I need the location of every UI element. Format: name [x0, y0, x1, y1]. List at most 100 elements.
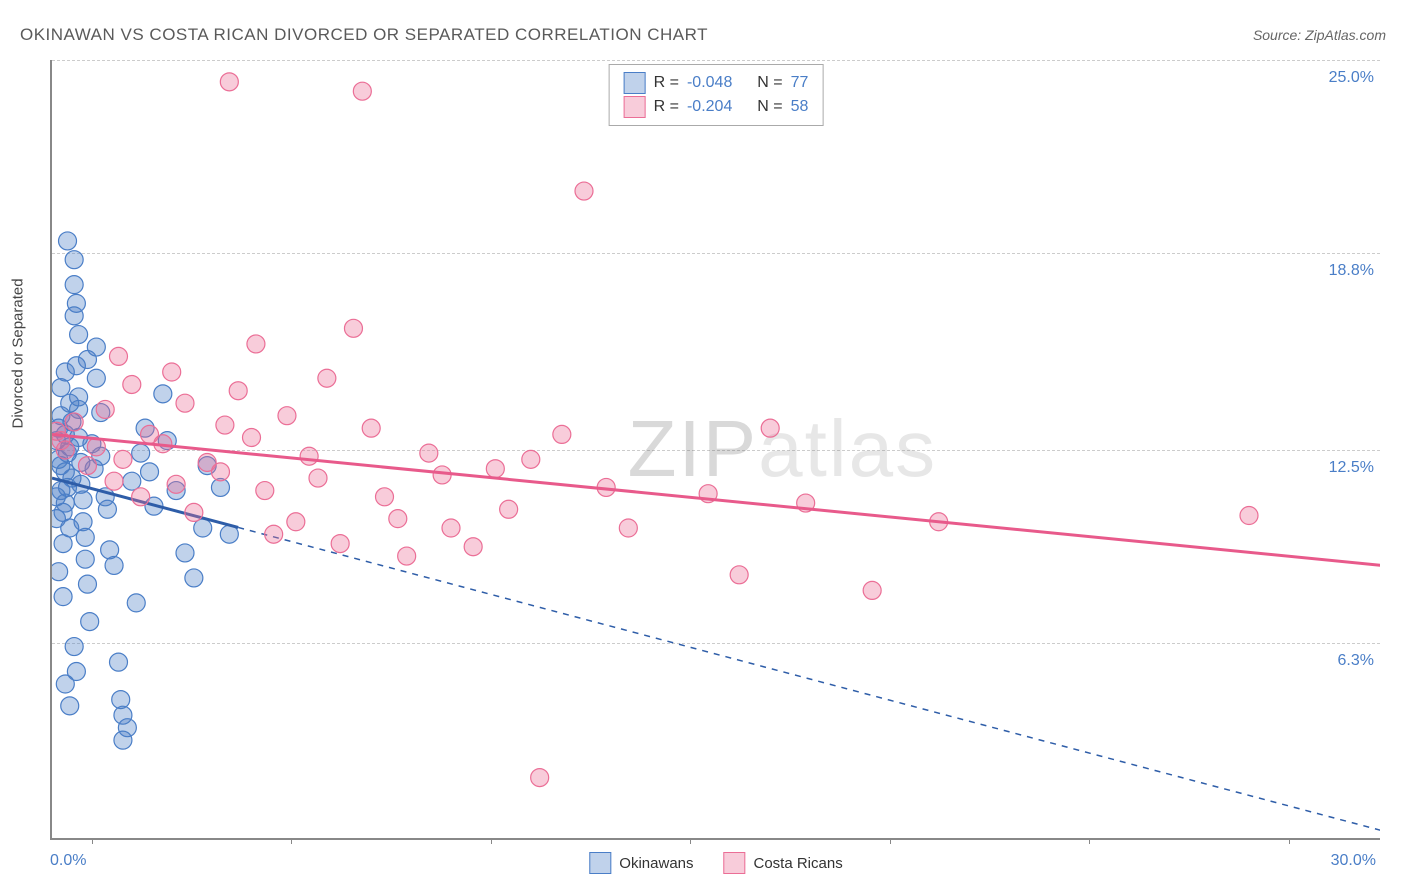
legend-label-costaricans: Costa Ricans: [754, 855, 843, 872]
n-value-okinawan: 77: [791, 71, 809, 95]
x-tick-mark: [1289, 838, 1290, 844]
x-tick-mark: [291, 838, 292, 844]
data-point: [398, 547, 416, 565]
x-tick-mark: [890, 838, 891, 844]
data-point: [247, 335, 265, 353]
data-point: [362, 419, 380, 437]
data-point: [141, 463, 159, 481]
legend-stats-box: R = -0.048 N = 77 R = -0.204 N = 58: [609, 64, 824, 126]
data-point: [78, 575, 96, 593]
data-point: [486, 460, 504, 478]
data-point: [96, 400, 114, 418]
data-point: [167, 475, 185, 493]
data-point: [132, 444, 150, 462]
r-label: R =: [654, 95, 679, 119]
data-point: [74, 491, 92, 509]
x-tick-mark: [690, 838, 691, 844]
data-point: [87, 369, 105, 387]
data-point: [78, 351, 96, 369]
data-point: [278, 407, 296, 425]
data-point: [531, 769, 549, 787]
data-point: [123, 375, 141, 393]
data-point: [127, 594, 145, 612]
legend-swatch-blue: [624, 72, 646, 94]
data-point: [522, 450, 540, 468]
data-point: [761, 419, 779, 437]
x-tick-mark: [491, 838, 492, 844]
x-axis-min-label: 0.0%: [50, 852, 86, 870]
x-tick-mark: [92, 838, 93, 844]
data-point: [265, 525, 283, 543]
data-point: [194, 519, 212, 537]
r-value-costarican: -0.204: [687, 95, 732, 119]
data-point: [553, 425, 571, 443]
data-point: [344, 319, 362, 337]
data-point: [243, 429, 261, 447]
data-point: [389, 510, 407, 528]
data-point: [76, 550, 94, 568]
data-point: [65, 251, 83, 269]
data-point: [376, 488, 394, 506]
data-point: [1240, 507, 1258, 525]
data-point: [67, 663, 85, 681]
data-point: [76, 528, 94, 546]
data-point: [353, 82, 371, 100]
data-point: [464, 538, 482, 556]
data-point: [163, 363, 181, 381]
data-point: [442, 519, 460, 537]
data-point: [114, 450, 132, 468]
data-point: [105, 472, 123, 490]
data-point: [730, 566, 748, 584]
data-point: [220, 73, 238, 91]
r-label: R =: [654, 71, 679, 95]
data-point: [67, 294, 85, 312]
data-point: [65, 413, 83, 431]
legend-swatch-blue: [589, 852, 611, 874]
data-point: [78, 457, 96, 475]
data-point: [65, 638, 83, 656]
data-point: [98, 500, 116, 518]
data-point: [420, 444, 438, 462]
data-point: [318, 369, 336, 387]
x-tick-mark: [1089, 838, 1090, 844]
data-point: [81, 613, 99, 631]
data-point: [216, 416, 234, 434]
data-point: [619, 519, 637, 537]
data-point: [61, 697, 79, 715]
data-point: [70, 326, 88, 344]
data-point: [110, 347, 128, 365]
legend-series-box: Okinawans Costa Ricans: [589, 852, 842, 874]
legend-label-okinawans: Okinawans: [619, 855, 693, 872]
data-point: [229, 382, 247, 400]
trend-line-dashed: [238, 527, 1380, 830]
data-point: [331, 535, 349, 553]
legend-swatch-pink: [724, 852, 746, 874]
data-point: [176, 394, 194, 412]
data-point: [300, 447, 318, 465]
x-axis-max-label: 30.0%: [1331, 852, 1376, 870]
data-point: [123, 472, 141, 490]
data-point: [863, 581, 881, 599]
data-point: [287, 513, 305, 531]
y-axis-label: Divorced or Separated: [10, 278, 27, 428]
scatter-plot-svg: [52, 60, 1380, 838]
data-point: [176, 544, 194, 562]
data-point: [185, 503, 203, 521]
data-point: [309, 469, 327, 487]
data-point: [500, 500, 518, 518]
data-point: [211, 463, 229, 481]
data-point: [56, 441, 74, 459]
source-label: Source: ZipAtlas.com: [1253, 27, 1386, 43]
data-point: [118, 719, 136, 737]
data-point: [59, 232, 77, 250]
data-point: [575, 182, 593, 200]
data-point: [132, 488, 150, 506]
data-point: [185, 569, 203, 587]
chart-title: OKINAWAN VS COSTA RICAN DIVORCED OR SEPA…: [20, 25, 708, 45]
r-value-okinawan: -0.048: [687, 71, 732, 95]
legend-swatch-pink: [624, 96, 646, 118]
data-point: [256, 482, 274, 500]
trend-line-solid: [52, 434, 1380, 565]
data-point: [65, 276, 83, 294]
n-label: N =: [757, 95, 782, 119]
